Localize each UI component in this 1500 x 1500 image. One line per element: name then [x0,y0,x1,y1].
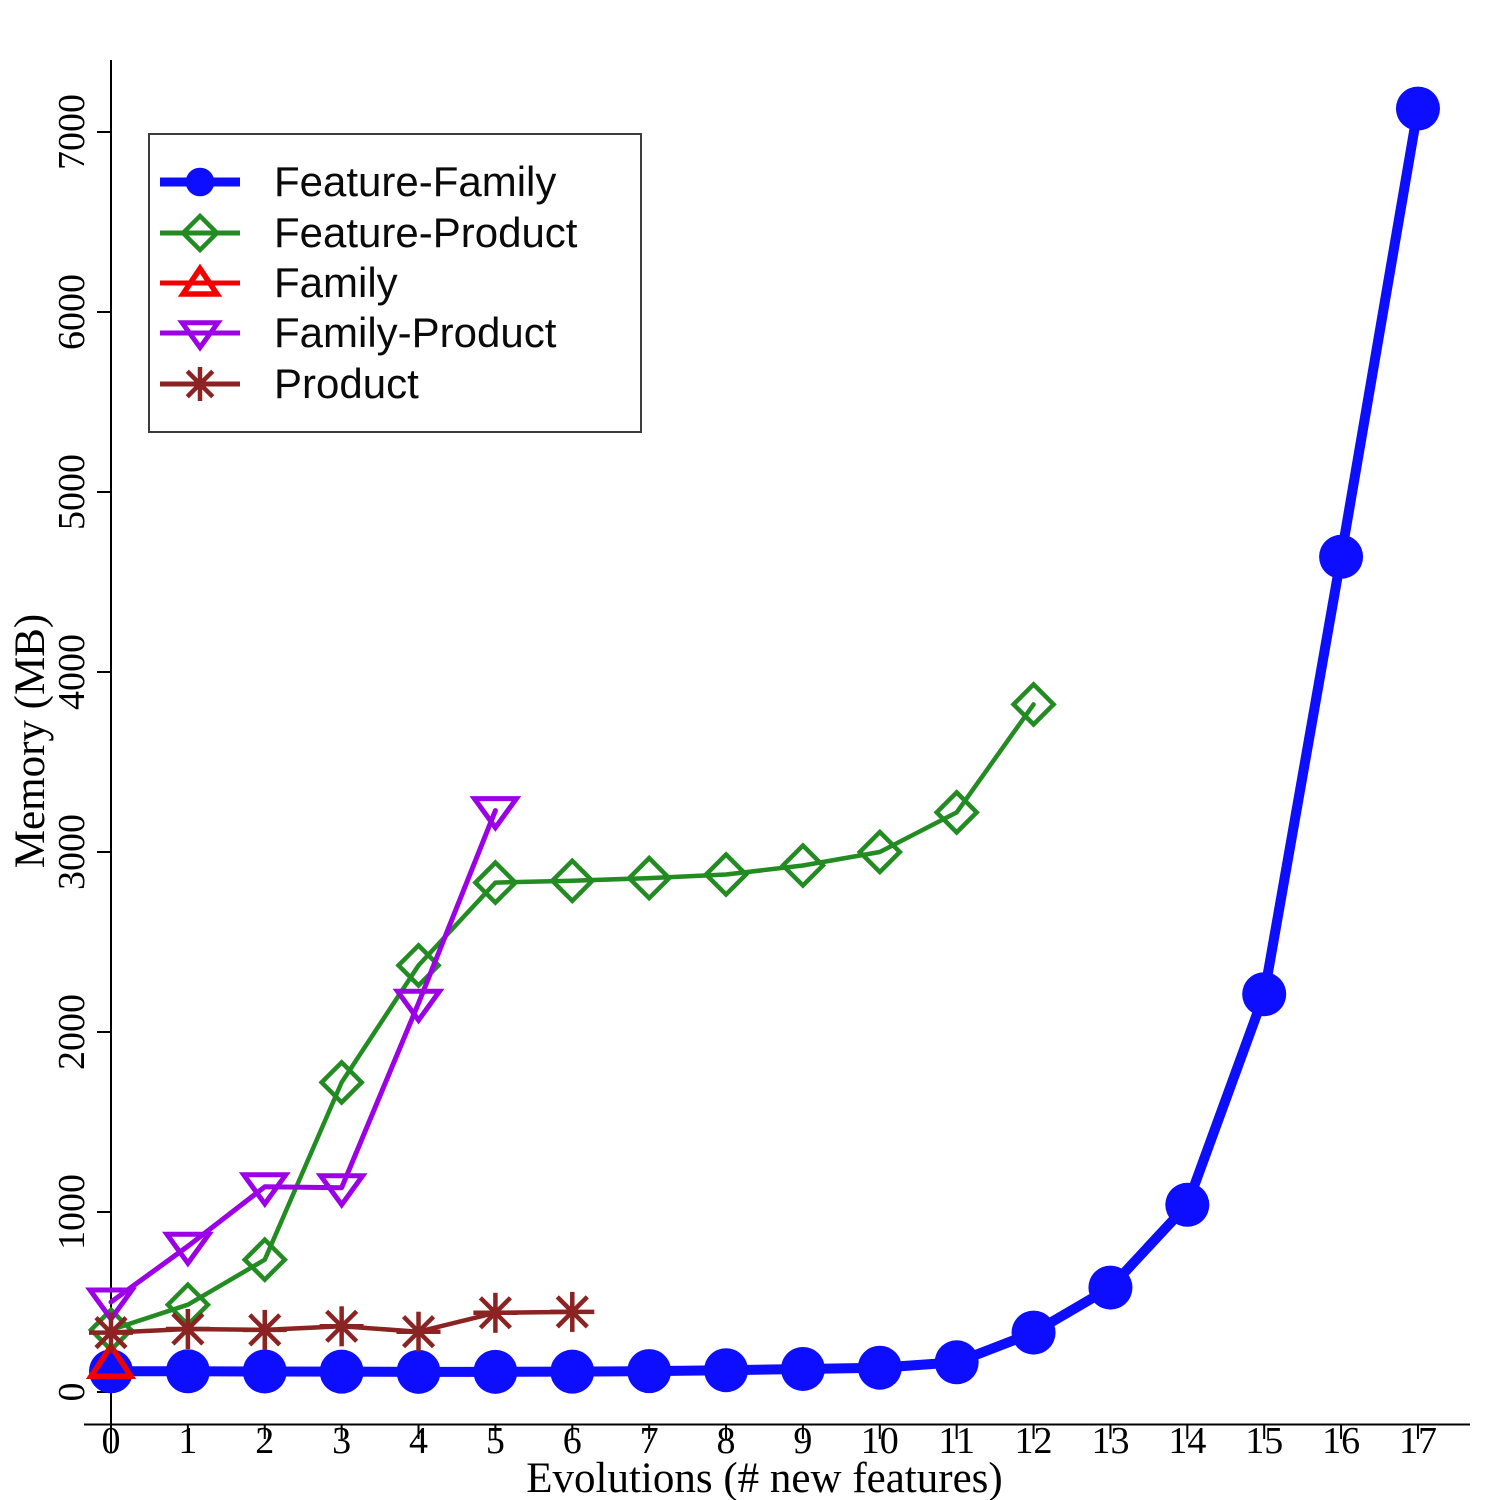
legend-label: Family [274,258,398,306]
asterisk-marker-icon [158,358,242,410]
x-tick-label: 3 [332,1420,351,1462]
y-axis-title: Memory (MB) [7,613,54,869]
x-tick-label: 7 [640,1420,659,1462]
series-feature-product [87,681,1057,1354]
x-tick-label: 12 [1015,1420,1053,1462]
y-tick-label: 6000 [51,274,93,350]
x-tick-label: 9 [793,1420,812,1462]
x-axis-ticks: 0 1 2 3 4 5 6 7 8 9 10 11 12 13 14 15 16 17 [102,1420,1437,1462]
legend-item-family: Family [150,258,640,308]
series-family [85,1341,137,1379]
y-tick-label: 4000 [51,634,93,710]
x-tick-label: 8 [717,1420,736,1462]
y-tick-label: 5000 [51,454,93,530]
series-feature-family [89,86,1440,1394]
x-tick-label: 10 [861,1420,899,1462]
y-tick-label: 1000 [51,1174,93,1250]
x-tick-label: 4 [409,1420,428,1462]
series-family-product [85,796,522,1324]
x-tick-label: 17 [1399,1420,1437,1462]
y-tick-label: 7000 [51,94,93,170]
y-tick-label: 2000 [51,994,93,1070]
y-axis-ticks: 0 1000 2000 3000 4000 5000 6000 7000 [51,94,111,1402]
series-product [89,1291,595,1353]
y-tick-label: 0 [51,1383,93,1402]
legend-label: Product [274,359,419,407]
x-axis-title: Evolutions (# new features) [526,1455,1003,1500]
x-tick-label: 13 [1091,1420,1129,1462]
legend-item-feature-product: Feature-Product [150,207,640,257]
circle-marker-icon [158,156,242,208]
x-tick-label: 2 [255,1420,274,1462]
legend-item-feature-family: Feature-Family [150,157,640,207]
legend-label: Family-Product [274,309,557,357]
triangle-up-marker-icon [158,257,242,309]
legend-label: Feature-Product [274,208,578,256]
x-tick-label: 16 [1322,1420,1360,1462]
legend: Feature-Family Feature-Product Family Fa… [148,133,642,433]
x-tick-label: 14 [1168,1420,1206,1462]
y-tick-label: 3000 [51,814,93,890]
x-tick-label: 5 [486,1420,505,1462]
triangle-down-marker-icon [158,307,242,359]
x-tick-label: 15 [1245,1420,1283,1462]
x-tick-label: 11 [938,1420,975,1462]
legend-label: Feature-Family [274,158,557,206]
diamond-marker-icon [158,207,242,259]
x-tick-label: 1 [178,1420,197,1462]
legend-item-product: Product [150,359,640,409]
legend-item-family-product: Family-Product [150,308,640,358]
x-tick-label: 6 [563,1420,582,1462]
x-tick-label: 0 [102,1420,121,1462]
